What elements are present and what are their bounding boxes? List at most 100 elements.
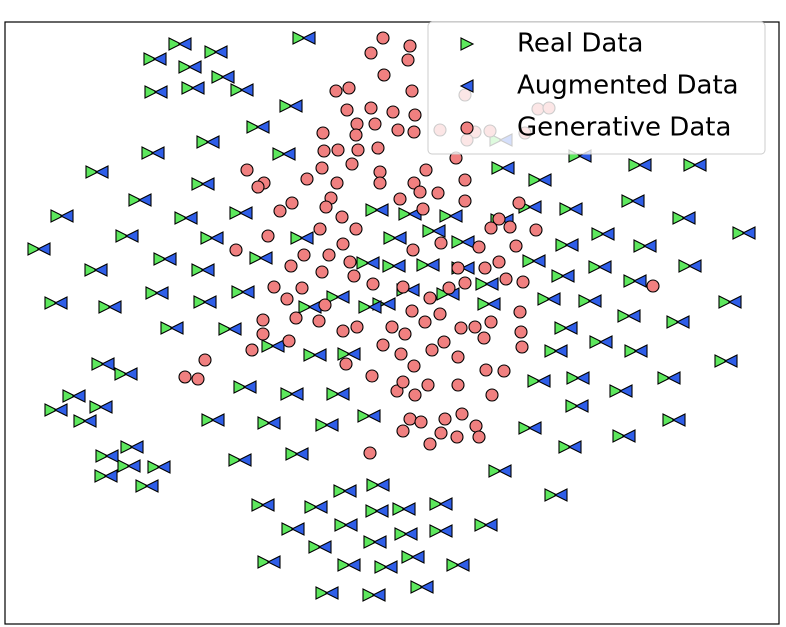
point bbox=[621, 194, 636, 208]
point bbox=[546, 292, 561, 306]
point bbox=[423, 291, 437, 305]
point bbox=[394, 347, 408, 361]
point bbox=[98, 400, 113, 414]
point bbox=[174, 211, 189, 225]
point bbox=[213, 45, 228, 59]
point bbox=[251, 498, 266, 512]
point bbox=[618, 384, 633, 398]
point bbox=[509, 239, 523, 253]
point bbox=[246, 120, 261, 134]
point bbox=[657, 371, 672, 385]
point bbox=[326, 290, 341, 304]
point bbox=[391, 123, 405, 137]
point bbox=[238, 206, 253, 220]
point bbox=[363, 446, 377, 460]
point bbox=[405, 304, 419, 318]
point bbox=[295, 281, 309, 295]
point bbox=[527, 421, 542, 435]
point bbox=[398, 207, 413, 221]
point bbox=[137, 193, 152, 207]
point bbox=[551, 269, 566, 283]
point bbox=[308, 540, 323, 554]
point bbox=[383, 560, 398, 574]
point bbox=[103, 469, 118, 483]
point bbox=[403, 412, 417, 426]
point bbox=[544, 344, 559, 358]
point bbox=[204, 45, 219, 59]
point bbox=[333, 484, 348, 498]
point bbox=[681, 211, 696, 225]
point bbox=[329, 84, 343, 98]
point bbox=[434, 236, 448, 250]
point bbox=[256, 313, 270, 327]
point bbox=[727, 295, 742, 309]
point bbox=[438, 497, 453, 511]
point bbox=[315, 265, 329, 279]
point bbox=[289, 387, 304, 401]
point bbox=[423, 437, 437, 451]
point bbox=[349, 128, 363, 142]
point bbox=[458, 173, 472, 187]
point bbox=[350, 117, 364, 131]
point bbox=[419, 163, 433, 177]
point bbox=[154, 286, 169, 300]
point bbox=[312, 348, 327, 362]
point bbox=[439, 209, 454, 223]
point bbox=[371, 141, 385, 155]
point bbox=[514, 325, 528, 339]
point bbox=[27, 242, 42, 256]
point bbox=[85, 165, 100, 179]
point bbox=[73, 414, 88, 428]
point bbox=[442, 281, 456, 295]
point bbox=[484, 315, 498, 329]
point bbox=[492, 212, 506, 226]
point bbox=[324, 586, 339, 600]
point bbox=[209, 231, 224, 245]
point bbox=[342, 484, 357, 498]
point bbox=[566, 371, 581, 385]
point bbox=[454, 321, 468, 335]
point bbox=[633, 239, 648, 253]
point bbox=[578, 294, 593, 308]
point bbox=[316, 126, 330, 140]
point bbox=[560, 269, 575, 283]
point bbox=[522, 254, 537, 268]
point bbox=[527, 374, 542, 388]
point bbox=[128, 193, 143, 207]
point bbox=[240, 163, 254, 177]
point bbox=[91, 357, 106, 371]
point bbox=[94, 165, 109, 179]
point bbox=[448, 209, 463, 223]
point bbox=[115, 229, 130, 243]
point bbox=[261, 229, 275, 243]
legend-marker bbox=[459, 79, 474, 93]
point bbox=[460, 261, 475, 275]
point bbox=[261, 339, 276, 353]
point bbox=[117, 459, 132, 473]
point bbox=[671, 413, 686, 427]
point bbox=[436, 287, 451, 301]
point bbox=[366, 478, 381, 492]
point bbox=[313, 222, 327, 236]
point bbox=[589, 335, 604, 349]
point bbox=[256, 327, 270, 341]
point bbox=[488, 464, 503, 478]
point bbox=[298, 300, 313, 314]
point bbox=[114, 367, 129, 381]
point bbox=[257, 416, 272, 430]
point bbox=[692, 158, 707, 172]
point bbox=[718, 295, 733, 309]
point bbox=[89, 400, 104, 414]
point bbox=[419, 580, 434, 594]
point bbox=[210, 413, 225, 427]
point bbox=[229, 243, 243, 257]
point bbox=[284, 259, 298, 273]
point bbox=[527, 200, 542, 214]
point bbox=[485, 388, 499, 402]
legend-marker bbox=[460, 121, 474, 135]
legend-label: Augmented Data bbox=[517, 71, 739, 101]
point bbox=[178, 370, 192, 384]
point bbox=[536, 374, 551, 388]
point bbox=[272, 147, 287, 161]
